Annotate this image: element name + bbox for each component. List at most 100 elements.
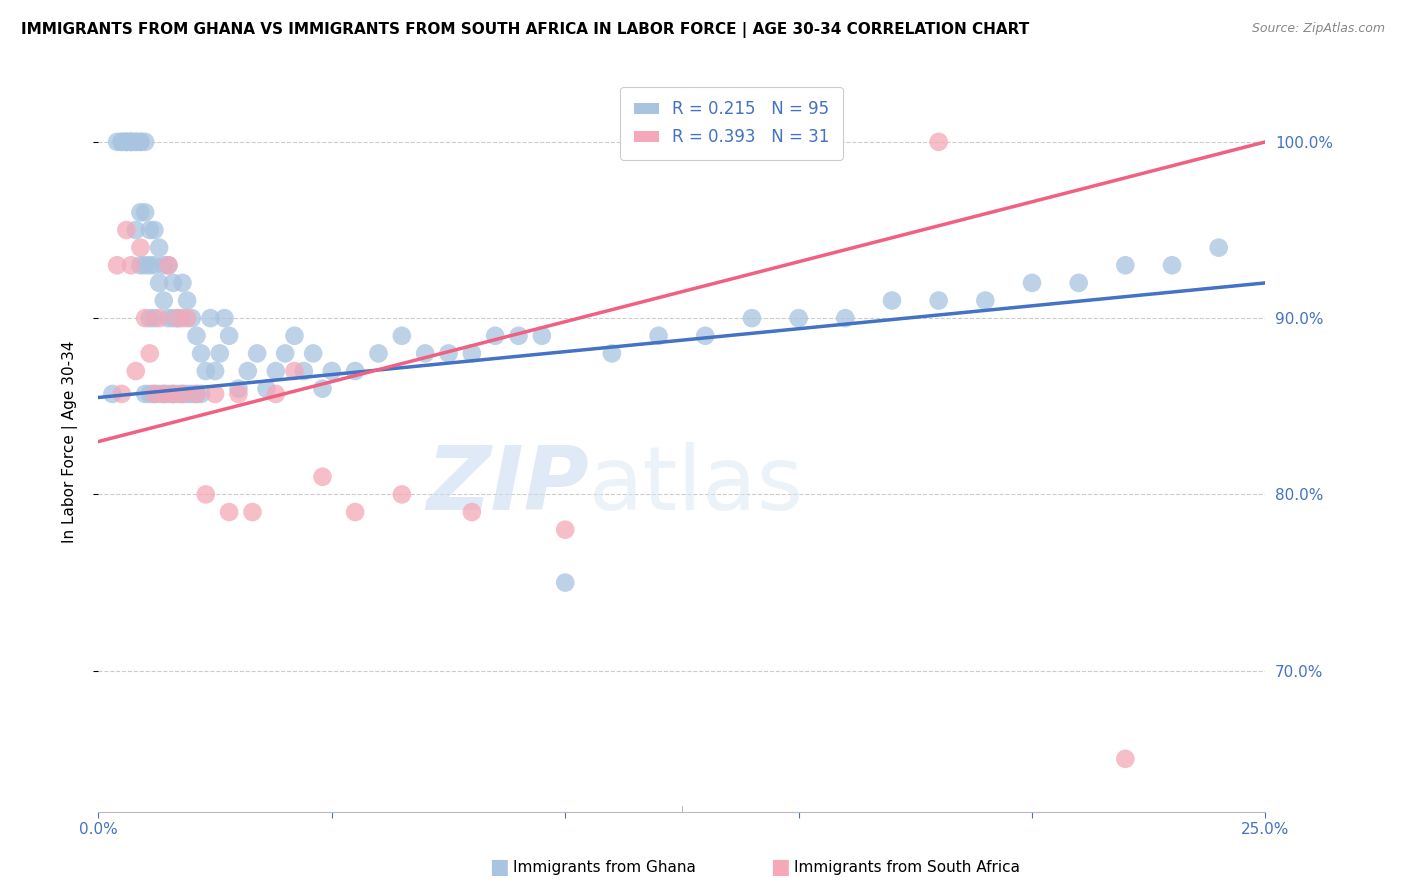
Point (143, 223, 166, 237)
Point (166, 311, 188, 326)
Text: ■: ■ (770, 857, 790, 877)
Point (530, 328, 553, 343)
Point (190, 387, 212, 401)
Point (180, 311, 202, 326)
Point (176, 387, 198, 401)
Point (344, 505, 367, 519)
Point (125, 223, 148, 237)
Point (236, 364, 259, 378)
Point (1114, 258, 1136, 272)
Point (461, 505, 484, 519)
Point (143, 387, 166, 401)
Point (180, 387, 202, 401)
Point (302, 346, 325, 360)
Point (120, 135, 142, 149)
Point (311, 382, 333, 396)
Point (125, 135, 148, 149)
Point (148, 387, 170, 401)
Point (129, 241, 152, 255)
Point (172, 387, 194, 401)
Point (880, 293, 903, 308)
Point (214, 311, 236, 326)
Point (413, 346, 436, 360)
Point (367, 346, 389, 360)
Point (166, 387, 188, 401)
Text: Immigrants from Ghana: Immigrants from Ghana (513, 860, 696, 874)
Point (194, 487, 217, 501)
Point (292, 364, 315, 378)
Point (218, 505, 240, 519)
Point (105, 258, 128, 272)
Point (129, 135, 152, 149)
Point (120, 135, 142, 149)
Point (344, 364, 367, 378)
Point (186, 328, 208, 343)
Point (120, 258, 142, 272)
Point (190, 346, 212, 360)
Point (1208, 241, 1230, 255)
Point (157, 258, 180, 272)
Text: IMMIGRANTS FROM GHANA VS IMMIGRANTS FROM SOUTH AFRICA IN LABOR FORCE | AGE 30-34: IMMIGRANTS FROM GHANA VS IMMIGRANTS FROM… (21, 22, 1029, 38)
Point (157, 311, 180, 326)
Point (391, 487, 413, 501)
Point (283, 364, 305, 378)
Point (120, 135, 142, 149)
Point (208, 346, 231, 360)
Point (101, 387, 124, 401)
Point (157, 387, 180, 401)
Point (647, 328, 669, 343)
Point (148, 241, 170, 255)
Point (554, 575, 576, 590)
Point (129, 258, 152, 272)
Point (508, 328, 530, 343)
Point (741, 311, 763, 326)
Point (111, 135, 134, 149)
Legend: R = 0.215   N = 95, R = 0.393   N = 31: R = 0.215 N = 95, R = 0.393 N = 31 (620, 87, 842, 160)
Point (172, 311, 194, 326)
Point (695, 328, 717, 343)
Point (125, 364, 148, 378)
Point (600, 346, 623, 360)
Point (172, 387, 194, 401)
Point (256, 382, 278, 396)
Point (134, 135, 156, 149)
Point (264, 364, 287, 378)
Point (321, 364, 343, 378)
Point (139, 223, 162, 237)
Point (218, 328, 240, 343)
Point (134, 205, 156, 219)
Point (129, 135, 152, 149)
Point (162, 387, 184, 401)
Point (787, 311, 810, 326)
Point (246, 346, 269, 360)
Point (461, 346, 484, 360)
Point (134, 258, 156, 272)
Point (554, 523, 576, 537)
Point (115, 135, 138, 149)
Y-axis label: In Labor Force | Age 30-34: In Labor Force | Age 30-34 (62, 340, 77, 543)
Point (115, 135, 138, 149)
Point (134, 311, 156, 326)
Point (162, 276, 184, 290)
Point (176, 311, 198, 326)
Point (484, 328, 506, 343)
Point (125, 135, 148, 149)
Point (834, 311, 856, 326)
Point (139, 346, 162, 360)
Point (186, 387, 208, 401)
Point (283, 328, 305, 343)
Point (111, 135, 134, 149)
Point (152, 387, 174, 401)
Point (129, 205, 152, 219)
Point (200, 311, 222, 326)
Point (242, 505, 264, 519)
Point (928, 135, 950, 149)
Point (166, 311, 188, 326)
Point (139, 387, 162, 401)
Point (115, 135, 138, 149)
Point (148, 311, 170, 326)
Point (274, 346, 297, 360)
Point (143, 258, 166, 272)
Point (437, 346, 460, 360)
Text: atlas: atlas (589, 442, 804, 530)
